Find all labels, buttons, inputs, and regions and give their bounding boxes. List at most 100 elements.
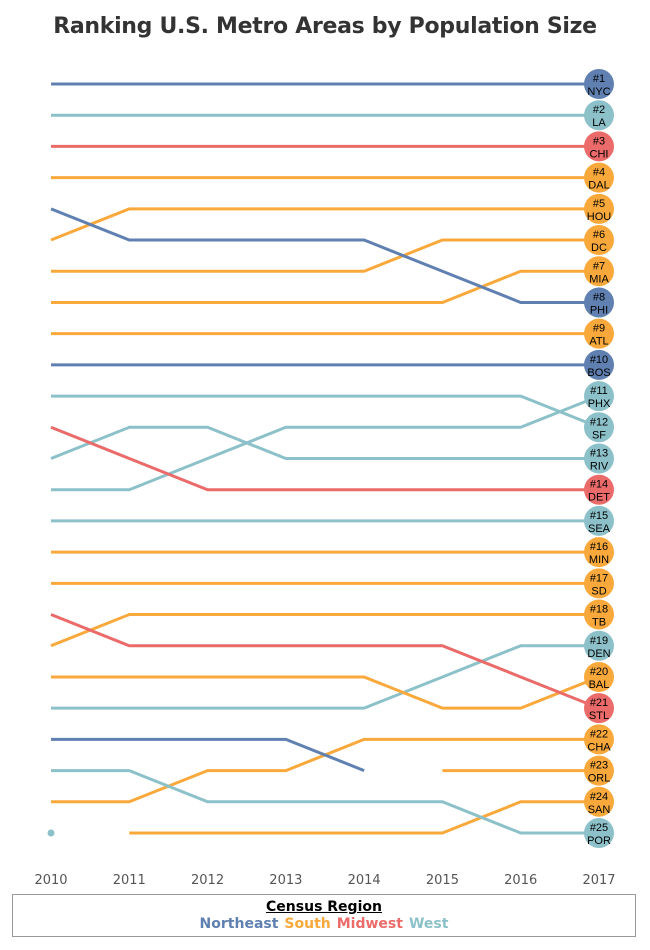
rank-label: #1 (593, 73, 605, 85)
end-marker[interactable] (584, 818, 614, 848)
series-stl (50, 613, 600, 710)
rank-label: #12 (590, 416, 608, 428)
metro-label: DAL (588, 180, 609, 192)
end-label-la[interactable]: #2LA (584, 100, 614, 131)
end-marker[interactable] (584, 100, 614, 131)
rank-label: #10 (590, 354, 608, 366)
metro-label: CHA (587, 741, 611, 753)
rank-label: #7 (593, 260, 605, 272)
series-line[interactable] (50, 425, 599, 460)
end-marker[interactable] (584, 162, 614, 193)
end-marker[interactable] (584, 537, 614, 568)
rank-label: #23 (590, 760, 608, 772)
series-line[interactable] (50, 207, 599, 304)
rank-label: #17 (590, 572, 608, 584)
legend-item-west[interactable]: West (408, 916, 449, 932)
rank-label: #8 (593, 291, 605, 303)
rank-label: #16 (590, 541, 608, 553)
end-marker[interactable] (584, 381, 614, 412)
rank-label: #19 (590, 635, 608, 647)
metro-label: MIN (589, 554, 609, 566)
chart-title: Ranking U.S. Metro Areas by Population S… (53, 14, 597, 39)
end-marker[interactable] (584, 568, 614, 599)
end-marker[interactable] (584, 225, 614, 256)
end-marker[interactable] (584, 349, 614, 380)
end-marker[interactable] (584, 755, 614, 786)
rank-label: #5 (593, 198, 605, 210)
legend-item-south[interactable]: South (284, 916, 331, 932)
end-marker[interactable] (584, 412, 614, 443)
end-marker[interactable] (584, 630, 614, 661)
series-line[interactable] (50, 425, 599, 492)
series-line[interactable] (51, 644, 599, 710)
data-point[interactable] (47, 829, 55, 837)
end-marker[interactable] (584, 131, 614, 162)
series-line[interactable] (51, 737, 365, 772)
end-marker[interactable] (584, 193, 614, 224)
rank-label: #6 (593, 229, 605, 241)
series-line[interactable] (51, 769, 599, 835)
end-marker[interactable] (584, 693, 614, 724)
end-marker[interactable] (584, 318, 614, 349)
rank-label: #3 (593, 135, 605, 147)
end-marker[interactable] (584, 724, 614, 755)
metro-label: DEN (587, 648, 610, 660)
series-line[interactable] (51, 238, 599, 273)
end-marker[interactable] (584, 69, 614, 99)
series-mia (51, 269, 599, 304)
series-riv (50, 425, 599, 460)
end-marker[interactable] (584, 786, 614, 817)
legend-title: Census Region (266, 899, 382, 915)
end-marker[interactable] (584, 599, 614, 630)
end-label-dc[interactable]: #6DC (584, 225, 614, 256)
end-marker[interactable] (584, 505, 614, 536)
series-unlabeled-26 (47, 829, 55, 837)
metro-label: CHI (590, 148, 609, 160)
series-sf (51, 394, 600, 429)
series-line[interactable] (51, 394, 600, 492)
series-line[interactable] (50, 207, 599, 242)
end-marker[interactable] (584, 443, 614, 474)
end-marker[interactable] (584, 287, 614, 318)
metro-label: TB (592, 617, 606, 629)
series-line[interactable] (51, 394, 600, 429)
legend-item-midwest[interactable]: Midwest (336, 916, 403, 932)
end-marker[interactable] (584, 474, 614, 505)
legend-item-northeast[interactable]: Northeast (199, 916, 279, 932)
rank-label: #4 (593, 167, 605, 179)
metro-label: PHX (588, 398, 611, 410)
end-marker[interactable] (584, 256, 614, 287)
series-line[interactable] (129, 800, 599, 835)
series-line[interactable] (51, 675, 600, 710)
series-line[interactable] (51, 269, 599, 304)
end-marker[interactable] (584, 661, 614, 692)
series-det (50, 425, 599, 492)
series-line[interactable] (50, 613, 599, 648)
metro-label: POR (587, 835, 611, 847)
x-tick-label: 2010 (34, 873, 67, 888)
series-line[interactable] (50, 613, 600, 710)
